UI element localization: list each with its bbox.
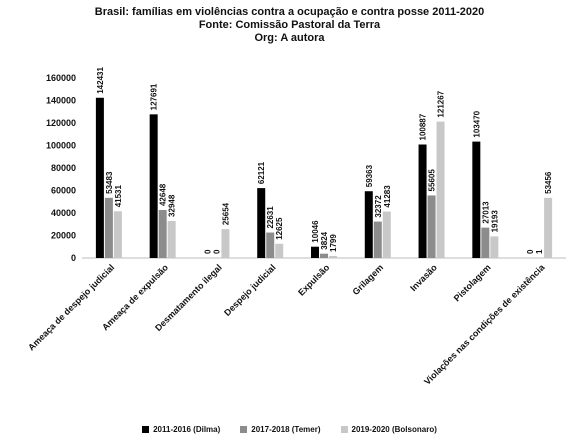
category-label: Violações nas condições de existência: [422, 262, 547, 387]
bar: [104, 197, 113, 258]
category-label: Expulsão: [296, 262, 332, 298]
data-label: 103470: [472, 110, 481, 137]
y-tick-label: 40000: [51, 208, 76, 218]
bar: [382, 211, 391, 258]
legend-item-dilma: 2011-2016 (Dilma): [142, 425, 220, 434]
legend-item-bolsonaro: 2019-2020 (Bolsonaro): [340, 425, 437, 434]
category-label: Grilagem: [351, 262, 386, 297]
legend-item-temer: 2017-2018 (Temer): [240, 425, 321, 434]
data-label: 1799: [329, 234, 338, 252]
data-label: 32372: [374, 195, 383, 218]
data-label: 32948: [168, 194, 177, 217]
y-tick-label: 120000: [46, 118, 76, 128]
chart-subtitle-source: Fonte: Comissão Pastoral da Terra: [198, 19, 381, 31]
data-label: 0: [212, 249, 221, 254]
bar: [95, 97, 104, 258]
bar: [311, 246, 319, 258]
bar: [373, 221, 382, 258]
data-label: 53483: [105, 171, 114, 194]
y-tick-label: 160000: [46, 73, 76, 83]
data-label: 41283: [383, 185, 392, 208]
chart-subtitle-org: Org: A autora: [254, 32, 325, 44]
category-label: Despejo judicial: [222, 262, 278, 318]
y-tick-label: 140000: [46, 96, 76, 106]
bar: [472, 141, 481, 258]
bar: [149, 114, 158, 258]
data-label: 41531: [114, 184, 123, 207]
bar: [427, 195, 436, 258]
y-tick-label: 60000: [51, 186, 76, 196]
bar: [320, 253, 328, 258]
bar: [490, 236, 499, 258]
bar: [221, 229, 230, 258]
chart-title: Brasil: famílias em violências contra a …: [94, 6, 485, 18]
bar: [158, 210, 167, 258]
data-label: 12625: [275, 217, 284, 240]
legend: 2011-2016 (Dilma) 2017-2018 (Temer) 2019…: [0, 425, 579, 434]
y-tick-label: 80000: [51, 163, 76, 173]
bar: [329, 255, 337, 258]
data-label: 3824: [320, 231, 329, 249]
data-label: 59363: [365, 164, 374, 187]
category-label: Invasão: [408, 262, 439, 293]
data-label: 127691: [150, 83, 159, 110]
data-label: 121267: [437, 90, 446, 117]
data-label: 53456: [544, 171, 553, 194]
legend-label: 2011-2016 (Dilma): [153, 425, 221, 434]
data-label: 10046: [311, 220, 320, 243]
data-label: 142431: [96, 67, 105, 94]
data-label: 100887: [419, 113, 428, 140]
category-label: Pistolagem: [452, 262, 493, 303]
y-tick-label: 0: [71, 253, 76, 263]
bar: [481, 227, 490, 258]
bar: [275, 243, 284, 258]
bar: [436, 121, 445, 259]
bar-chart: 0 20000 40000 60000 80000 100000 120000 140000 1…: [26, 67, 566, 387]
bar: [544, 197, 553, 258]
legend-swatch: [142, 426, 150, 433]
data-label: 27013: [481, 201, 490, 224]
bar: [364, 191, 373, 258]
bar: [257, 188, 266, 258]
data-label: 62121: [257, 161, 266, 184]
legend-swatch: [240, 426, 248, 433]
data-label: 0: [526, 249, 535, 254]
y-tick-label: 100000: [46, 141, 76, 151]
bar: [167, 220, 176, 258]
category-label: Ameaça de despejo judicial: [26, 262, 116, 352]
data-label: 42648: [159, 183, 168, 206]
bar: [113, 211, 122, 258]
data-label: 22631: [266, 206, 275, 229]
bar: [266, 232, 275, 258]
data-label: 0: [203, 249, 212, 254]
data-label: 19193: [490, 210, 499, 233]
data-label: 1: [535, 249, 544, 254]
y-tick-label: 20000: [51, 231, 76, 241]
legend-label: 2019-2020 (Bolsonaro): [351, 425, 437, 434]
data-label: 25654: [221, 202, 230, 225]
legend-swatch: [340, 426, 348, 433]
bar: [418, 144, 427, 258]
data-label: 55605: [428, 169, 437, 192]
legend-label: 2017-2018 (Temer): [251, 425, 321, 434]
